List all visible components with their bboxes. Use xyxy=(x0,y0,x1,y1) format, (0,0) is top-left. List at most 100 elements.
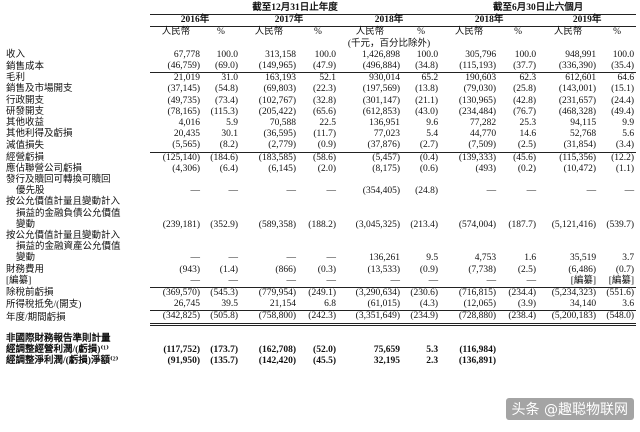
row-label-line: 經調整經營利潤/(虧損)⁽¹⁾ xyxy=(6,344,109,355)
year-header: 2019年 xyxy=(538,14,637,28)
row-label: 銷售成本 xyxy=(4,61,150,73)
cell-value: 5.4 xyxy=(426,129,439,140)
row-label-line: 變動 xyxy=(16,253,36,264)
table-row: 經營虧損 (125,140) (184.6) (183,585) (58.6) (5,45… xyxy=(4,151,637,164)
cell-value: — xyxy=(526,186,537,197)
cell-value: 930,014 xyxy=(338,72,402,85)
cell-value xyxy=(598,356,636,367)
cell-value: (115,193) xyxy=(459,61,497,72)
cell-value: (2.0) xyxy=(317,163,336,174)
cell-value: — xyxy=(228,253,239,264)
table-row: 發行及贖回可轉換可贖回 優先股 — — — — (354,405) (24.8) — — — — xyxy=(4,175,636,197)
cell-value: — xyxy=(586,186,597,197)
cell-value: (115.3) xyxy=(210,106,238,117)
cell-value: (46,759) xyxy=(167,61,200,72)
cell-value: (238.4) xyxy=(498,310,539,326)
period-row: 截至12月31日止年度 截至6月30日止六個月 xyxy=(4,3,637,16)
period-header: 截至6月30日止六個月 xyxy=(440,3,637,16)
row-label: 其他利得及虧損 xyxy=(4,129,150,140)
cell-value: (3.9) xyxy=(517,299,537,310)
cell-value: (69.0) xyxy=(215,61,238,72)
cell-value: (5,200,183) xyxy=(538,310,599,326)
cell-value: (91,950) xyxy=(167,356,200,367)
cell-value: 100.0 xyxy=(514,49,537,60)
cell-value: (612,853) xyxy=(362,106,400,117)
row-label-line: 研發開支 xyxy=(6,106,45,117)
cell-value: — xyxy=(428,275,439,286)
row-label-line: 其他利得及虧損 xyxy=(6,129,73,140)
cell-value: (7,509) xyxy=(468,140,497,151)
cell-value: (184.6) xyxy=(202,151,240,164)
cell-value: (65.6) xyxy=(313,106,336,117)
cell-value: 4,753 xyxy=(474,253,497,264)
cell-value: 62.3 xyxy=(498,72,539,85)
cell-value: (2.5) xyxy=(517,140,537,151)
year-header: 2016年 xyxy=(150,14,240,28)
cell-value: (54.8) xyxy=(215,84,238,95)
unit-label: % xyxy=(417,27,425,38)
cell-value: (301,147) xyxy=(362,95,400,106)
cell-value: — xyxy=(486,186,497,197)
cell-value: (758,800) xyxy=(240,310,298,326)
cell-value: (24.4) xyxy=(611,95,635,106)
row-label-line: 經調整淨利潤/(虧損)淨額⁽²⁾ xyxy=(6,356,119,367)
watermark: 头条 @趣聪物联网 xyxy=(505,398,634,420)
row-label-line: 其他收益 xyxy=(6,118,45,129)
table-row: [編纂] — — — — — — — — [編纂] [編纂] xyxy=(4,276,636,288)
row-label-line: 損益的金融資產公允價值 xyxy=(16,242,121,253)
cell-value: (183,585) xyxy=(240,151,298,164)
cell-value: 30.1 xyxy=(221,129,238,140)
cell-value: (45.5) xyxy=(313,356,336,367)
row-label-line: 所得稅抵免/(開支) xyxy=(6,299,82,310)
cell-value: (187.7) xyxy=(508,219,537,230)
cell-value: (116,984) xyxy=(459,344,497,355)
cell-value xyxy=(498,345,538,356)
cell-value: (149,965) xyxy=(258,61,296,72)
cell-value: (574,004) xyxy=(458,219,497,230)
cell-value: (102,767) xyxy=(258,95,296,106)
unit-label: 人民幣 xyxy=(454,27,484,38)
cell-value: (4.3) xyxy=(419,299,439,310)
cell-value xyxy=(598,345,636,356)
cell-value: (6,145) xyxy=(268,163,296,174)
cell-value: (728,880) xyxy=(440,310,499,326)
table-row: 除稅前虧損 (369,570) (545.3) (779,954) (249.1) (3,… xyxy=(4,287,637,300)
cell-value: — xyxy=(326,275,337,286)
row-label-line: 毛利 xyxy=(6,73,26,84)
cell-value: (12,065) xyxy=(463,299,497,310)
cell-value: 94,115 xyxy=(570,118,597,129)
cell-value: [編纂] xyxy=(570,275,597,286)
cell-value: (0.4) xyxy=(402,151,441,164)
cell-value: 100.0 xyxy=(612,49,635,60)
cell-value: 4,016 xyxy=(178,118,200,129)
table-row: 按公允價值計量且變動計入 損益的金融資產公允價值 變動 — — — — 136,261 9.5 4… xyxy=(4,231,636,265)
table-row: 銷售及市場開支 (37,145) (54.8) (69,803) (22.3) (197,… xyxy=(4,84,636,95)
cell-value: — xyxy=(286,253,297,264)
cell-value: (0.6) xyxy=(419,163,439,174)
cell-value: 313,158 xyxy=(265,49,296,60)
year-header: 2018年 xyxy=(338,14,441,28)
unit-label: 人民幣 xyxy=(553,27,583,38)
row-label: 減值損失 xyxy=(4,140,150,152)
unit-label: % xyxy=(217,27,225,38)
cell-value: (136,891) xyxy=(458,356,497,367)
cell-value: (234,484) xyxy=(458,106,497,117)
cell-value: (13.8) xyxy=(415,84,439,95)
cell-value: 163,193 xyxy=(240,72,298,85)
cell-value: (142,420) xyxy=(258,356,296,367)
cell-value: (354,405) xyxy=(362,186,400,197)
table-body: 截至12月31日止年度 截至6月30日止六個月 2016年 2017年 2018… xyxy=(4,3,637,367)
cell-value: (52.0) xyxy=(313,344,336,355)
cell-value xyxy=(498,356,538,367)
cell-value: 21,019 xyxy=(150,72,202,85)
cell-value: (352.9) xyxy=(210,219,238,230)
row-label: 銷售及市場開支 xyxy=(4,84,150,95)
cell-value: 5.9 xyxy=(226,118,238,129)
cell-value: (866) xyxy=(275,264,296,275)
row-label: 財務費用 xyxy=(4,265,150,276)
cell-value: 136,951 xyxy=(369,118,400,129)
cell-value: 44,770 xyxy=(469,129,497,140)
row-label-line: 按公允價值計量且變動計入 xyxy=(6,197,121,208)
table-row: 應佔聯營公司虧損 (4,306) (6.4) (6,145) (2.0) (8,175) (… xyxy=(4,164,636,175)
row-label-line: [編纂] xyxy=(6,276,32,287)
